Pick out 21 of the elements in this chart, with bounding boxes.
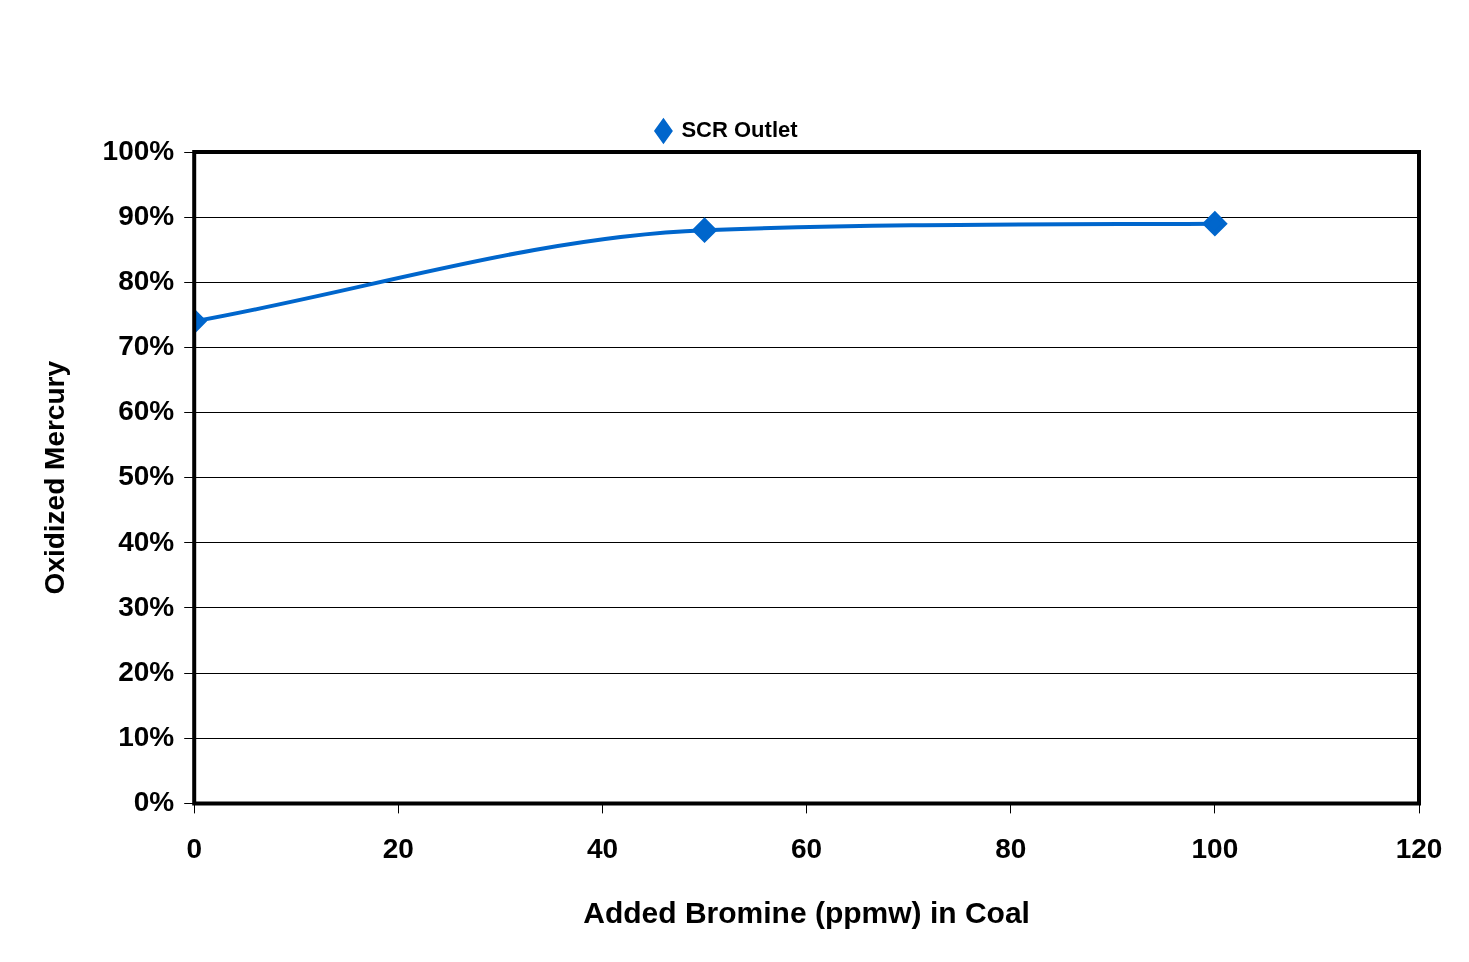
x-tick-label: 60	[791, 832, 823, 864]
y-tick-label: 30%	[118, 590, 175, 622]
x-tick-label: 40	[586, 832, 619, 864]
y-tick-label: 100%	[102, 134, 175, 166]
y-tick-label: 70%	[118, 330, 175, 362]
y-tick-label: 0%	[133, 786, 175, 818]
y-axis-title: Oxidized Mercury	[38, 360, 70, 595]
x-tick-label: 0	[186, 832, 202, 864]
y-tick-label: 50%	[118, 460, 175, 492]
y-tick-label: 90%	[118, 199, 175, 231]
x-tick-label: 20	[382, 832, 414, 864]
x-axis-title: Added Bromine (ppmw) in Coal	[583, 896, 1030, 930]
legend-label: SCR Outlet	[681, 117, 799, 143]
x-tick-label: 100	[1191, 832, 1239, 864]
x-tick-label: 120	[1395, 832, 1443, 864]
y-tick-label: 20%	[118, 655, 175, 687]
y-tick-label: 60%	[118, 395, 175, 427]
y-tick-label: 10%	[118, 720, 175, 752]
x-tick-label: 80	[995, 832, 1027, 864]
y-tick-label: 40%	[118, 525, 175, 557]
y-tick-label: 80%	[118, 265, 175, 296]
